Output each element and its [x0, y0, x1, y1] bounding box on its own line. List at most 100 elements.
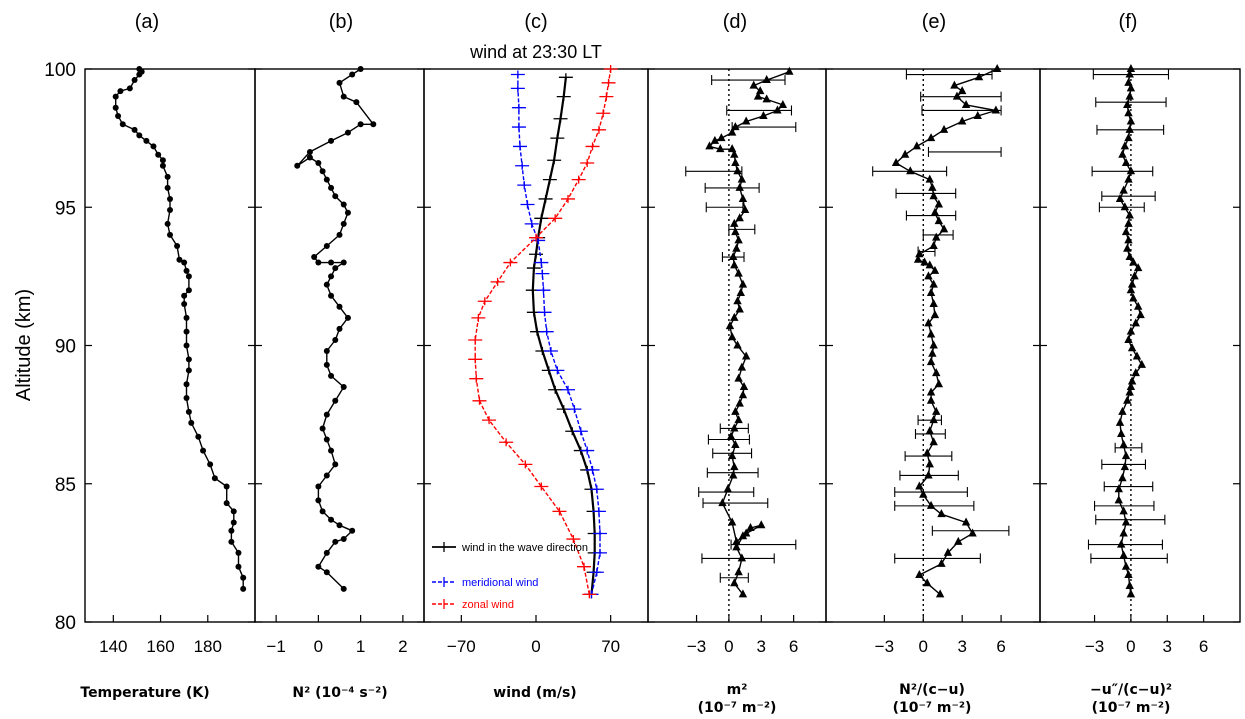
data-point-a-35 [164, 184, 171, 191]
data-point-e-47 [906, 166, 915, 175]
data-point-f-55 [1123, 99, 1132, 108]
data-point-c-1-24 [511, 123, 526, 132]
data-point-d-62 [753, 91, 763, 100]
data-point-f-31 [1129, 293, 1138, 302]
data-point-d-49 [730, 149, 739, 158]
y-tick-label-90: 90 [55, 337, 76, 358]
x-axis-label-f: −u″/(c−u)² [1090, 682, 1172, 698]
data-point-d-46 [737, 174, 747, 183]
data-point-b-41 [328, 184, 335, 191]
data-point-e-39 [932, 232, 941, 241]
y-axis-label: Altitude (km) [13, 289, 35, 401]
series-line-c-1 [517, 74, 601, 595]
data-point-a-20 [183, 342, 190, 349]
data-point-b-53 [340, 93, 347, 100]
data-point-c-1-17 [534, 258, 549, 267]
data-point-c-1-15 [536, 286, 551, 295]
data-point-b-21 [323, 361, 330, 368]
data-point-c-2-18 [561, 194, 575, 203]
data-point-e-55 [991, 105, 1001, 114]
data-point-a-41 [143, 137, 150, 144]
data-point-c-0-21 [542, 175, 557, 184]
data-point-d-43 [740, 205, 750, 214]
data-point-f-17 [1118, 406, 1127, 415]
data-point-c-2-12 [471, 313, 486, 322]
x-tick-label-d-1: 0 [724, 637, 733, 656]
data-point-f-58 [1124, 77, 1133, 86]
data-point-f-2 [1124, 569, 1133, 578]
data-point-e-30 [926, 287, 936, 296]
data-point-c-0-26 [558, 73, 573, 82]
data-point-c-2-8 [472, 396, 487, 405]
data-point-c-1-27 [510, 70, 525, 79]
data-point-c-1-5 [589, 485, 604, 494]
data-point-b-17 [323, 411, 330, 418]
data-point-e-10 [919, 489, 928, 498]
data-point-c-1-11 [550, 366, 565, 375]
data-point-b-10 [315, 497, 322, 504]
data-point-d-56 [731, 122, 740, 131]
data-point-b-43 [319, 168, 326, 175]
data-point-c-1-1 [589, 568, 604, 577]
data-point-c-2-21 [585, 142, 600, 151]
data-point-c-1-12 [543, 347, 558, 356]
data-point-d-37 [729, 252, 738, 261]
data-point-f-21 [1127, 376, 1137, 385]
data-point-c-2-25 [601, 78, 616, 87]
data-point-d-4 [732, 542, 741, 551]
data-point-d-16 [731, 440, 740, 449]
data-point-a-48 [117, 88, 124, 95]
data-point-d-10 [727, 517, 737, 526]
data-point-d-38 [732, 243, 741, 252]
data-point-d-41 [730, 218, 739, 227]
data-point-a-43 [131, 126, 138, 133]
data-point-c-1-26 [510, 84, 525, 93]
data-point-f-1 [1125, 581, 1134, 590]
panel-c-title: wind at 23:30 LT [469, 42, 602, 62]
data-point-c-2-0 [582, 590, 597, 599]
data-point-a-23 [181, 301, 188, 308]
data-point-f-12 [1120, 462, 1130, 471]
data-point-e-2 [915, 569, 924, 578]
data-point-c-0-16 [526, 264, 541, 273]
data-point-c-0-10 [548, 385, 563, 394]
data-point-a-28 [181, 259, 188, 266]
data-point-f-33 [1127, 279, 1137, 288]
data-point-d-28 [727, 332, 737, 341]
data-point-e-31 [929, 279, 938, 288]
data-point-a-2 [235, 563, 242, 570]
data-point-f-32 [1126, 285, 1136, 294]
data-point-e-28 [930, 310, 940, 319]
data-point-c-2-1 [577, 562, 591, 571]
data-point-a-12 [200, 447, 207, 454]
x-tick-label-e-2: 3 [957, 637, 966, 656]
data-point-e-9 [926, 500, 936, 509]
data-point-b-1 [323, 569, 330, 576]
data-point-b-11 [315, 483, 322, 490]
data-point-e-0 [935, 589, 945, 598]
data-point-d-33 [736, 287, 745, 296]
data-point-e-17 [929, 415, 938, 424]
data-point-c-2-11 [468, 335, 483, 344]
data-point-c-1-19 [524, 219, 539, 228]
data-point-e-1 [922, 578, 932, 587]
legend-c: wind in the wave direction meridional wi… [432, 542, 588, 611]
data-point-f-15 [1117, 428, 1126, 437]
data-point-f-22 [1131, 368, 1140, 377]
data-point-d-61 [762, 94, 771, 103]
x-axis-label-a: Temperature (K) [80, 685, 209, 701]
data-point-f-45 [1119, 185, 1128, 194]
legend-entry-zonal: zonal wind [432, 599, 514, 611]
data-point-e-61 [993, 64, 1002, 72]
data-point-c-2-6 [499, 438, 514, 447]
data-point-f-3 [1121, 561, 1131, 570]
data-point-a-0 [240, 585, 247, 592]
x-tick-label-e-3: 6 [996, 637, 1005, 656]
data-point-c-1-21 [517, 181, 532, 190]
data-point-c-0-19 [534, 214, 549, 223]
data-point-d-6 [746, 522, 755, 531]
data-point-f-16 [1115, 417, 1125, 426]
data-point-b-30 [332, 265, 339, 272]
data-point-d-66 [785, 66, 794, 75]
